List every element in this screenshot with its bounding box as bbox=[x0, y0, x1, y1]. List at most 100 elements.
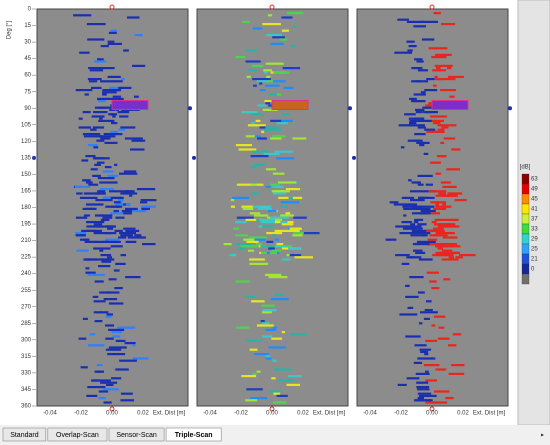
x-tick-label: 0.00 bbox=[106, 411, 118, 417]
scan-echo bbox=[303, 232, 320, 235]
scan-echo bbox=[264, 71, 268, 74]
scan-echo bbox=[257, 104, 267, 107]
scan-echo bbox=[134, 234, 142, 237]
legend-label: 41 bbox=[531, 207, 538, 213]
scan-echo bbox=[230, 199, 235, 202]
scan-echo bbox=[255, 243, 263, 246]
scan-echo bbox=[282, 67, 301, 70]
scan-echo bbox=[92, 295, 99, 298]
tab[interactable] bbox=[47, 427, 108, 442]
scan-echo bbox=[136, 188, 156, 191]
scan-echo bbox=[119, 232, 123, 235]
scan-echo bbox=[412, 207, 431, 210]
scan-echo bbox=[101, 260, 112, 263]
scan-echo bbox=[422, 106, 439, 109]
scan-echo bbox=[271, 218, 282, 221]
scan-echo bbox=[132, 357, 149, 360]
scan-echo bbox=[107, 42, 122, 45]
scan-echo bbox=[85, 181, 93, 184]
tab-label[interactable]: Overlap-Scan bbox=[56, 432, 99, 439]
scan-echo bbox=[85, 155, 96, 158]
scan-echo bbox=[246, 388, 263, 391]
tab[interactable] bbox=[165, 427, 222, 442]
scan-echo bbox=[236, 216, 254, 219]
scan-echo bbox=[246, 75, 251, 78]
scan-echo bbox=[82, 207, 97, 210]
scan-echo bbox=[406, 40, 415, 43]
scan-echo bbox=[440, 89, 456, 92]
scan-echo bbox=[236, 326, 250, 329]
scroll-arrow[interactable]: ▸ bbox=[541, 433, 544, 439]
scan-echo bbox=[421, 38, 435, 41]
scan-echo bbox=[73, 14, 92, 17]
scan-echo bbox=[404, 113, 416, 116]
scan-echo bbox=[255, 183, 264, 186]
scan-echo bbox=[259, 218, 275, 221]
scan-echo bbox=[428, 212, 440, 215]
scan-echo bbox=[411, 229, 430, 232]
tab-label[interactable]: Triple-Scan bbox=[175, 432, 213, 439]
y-tick-label: 180 bbox=[21, 205, 32, 211]
scan-echo bbox=[94, 214, 113, 217]
scan-echo bbox=[107, 227, 114, 230]
tab-label[interactable]: Standard bbox=[10, 432, 39, 439]
scan-echo bbox=[251, 300, 265, 303]
tab-label[interactable]: Sensor-Scan bbox=[116, 432, 157, 439]
tab[interactable] bbox=[2, 427, 47, 442]
x-tick-label: -0.02 bbox=[234, 411, 248, 417]
scan-echo bbox=[84, 240, 97, 243]
y-tick-label: 255 bbox=[21, 288, 32, 294]
scan-echo bbox=[115, 339, 126, 342]
scan-echo bbox=[394, 51, 413, 54]
scan-echo bbox=[83, 135, 102, 138]
scan-echo bbox=[397, 383, 407, 386]
scan-echo bbox=[439, 223, 456, 226]
scan-echo bbox=[120, 254, 126, 257]
scan-echo bbox=[113, 201, 121, 204]
scan-echo bbox=[141, 205, 156, 208]
scan-echo bbox=[414, 133, 426, 136]
scan-echo bbox=[111, 122, 118, 125]
scan-echo bbox=[87, 144, 98, 147]
scan-echo bbox=[266, 232, 283, 235]
x-tick-label: 0.02 bbox=[297, 411, 309, 417]
scan-echo bbox=[94, 157, 105, 160]
scan-echo bbox=[426, 78, 435, 81]
scan-echo bbox=[75, 216, 88, 219]
scan-echo bbox=[249, 212, 261, 215]
scan-echo bbox=[110, 113, 118, 116]
scan-echo bbox=[417, 388, 430, 391]
scan-echo bbox=[266, 80, 286, 83]
scan-echo bbox=[434, 75, 438, 78]
scan-echo bbox=[97, 100, 106, 103]
y-tick-label: 225 bbox=[21, 255, 32, 261]
scan-echo bbox=[439, 232, 455, 235]
x-tick-label: -0.04 bbox=[43, 411, 57, 417]
scan-echo bbox=[435, 232, 442, 235]
scan-echo bbox=[423, 152, 429, 155]
scan-echo bbox=[441, 23, 456, 26]
scan-echo bbox=[86, 225, 103, 228]
scan-echo bbox=[432, 69, 442, 72]
scan-echo bbox=[415, 139, 423, 142]
scan-echo bbox=[130, 148, 145, 151]
scan-echo bbox=[289, 229, 300, 232]
scan-echo bbox=[78, 337, 87, 340]
scan-echo bbox=[94, 370, 102, 373]
legend-label: 45 bbox=[531, 197, 538, 203]
scan-echo bbox=[419, 348, 431, 351]
scan-panel bbox=[196, 8, 349, 407]
tab[interactable] bbox=[108, 427, 165, 442]
scan-echo bbox=[261, 304, 275, 307]
scan-echo bbox=[120, 126, 136, 129]
scan-echo bbox=[281, 16, 293, 19]
scan-echo bbox=[270, 42, 284, 45]
scan-echo bbox=[254, 214, 269, 217]
scan-echo bbox=[272, 234, 276, 237]
legend-swatch bbox=[521, 193, 530, 205]
scan-echo bbox=[255, 119, 261, 122]
scan-echo bbox=[442, 185, 457, 188]
scan-echo bbox=[272, 326, 277, 329]
scan-echo bbox=[403, 225, 422, 228]
scan-echo bbox=[409, 190, 425, 193]
